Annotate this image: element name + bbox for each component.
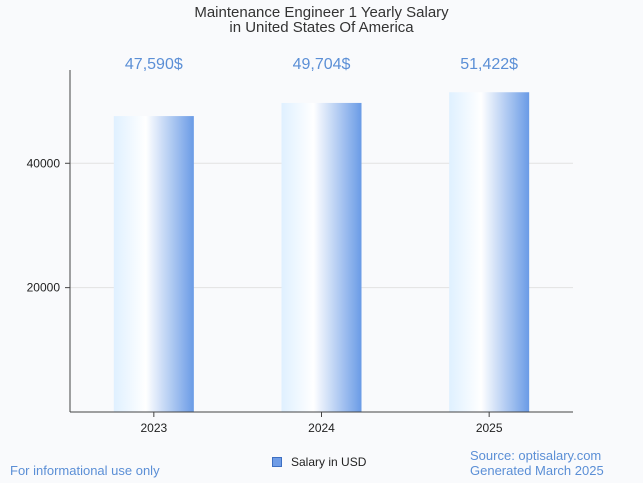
legend-swatch [272,457,282,467]
footer-generated: Generated March 2025 [470,463,604,478]
chart-title-line-1: Maintenance Engineer 1 Yearly Salary [194,4,449,21]
chart-title-line-2: in United States Of America [229,19,414,36]
bar-2025 [449,92,530,412]
legend-label: Salary in USD [291,455,367,469]
footer-source[interactable]: Source: optisalary.com [470,448,602,463]
x-tick-label: 2023 [140,421,167,435]
x-tick-label: 2024 [308,421,335,435]
legend: Salary in USD [272,455,366,469]
y-tick-label: 20000 [27,281,61,295]
data-label: 51,422$ [460,56,518,73]
bar-2023 [113,116,194,413]
y-tick-label: 40000 [27,156,61,170]
bar-2024 [281,102,362,412]
data-label: 49,704$ [293,56,351,73]
footer-note: For informational use only [10,463,160,478]
x-tick-label: 2025 [476,421,503,435]
data-label: 47,590$ [125,56,183,73]
